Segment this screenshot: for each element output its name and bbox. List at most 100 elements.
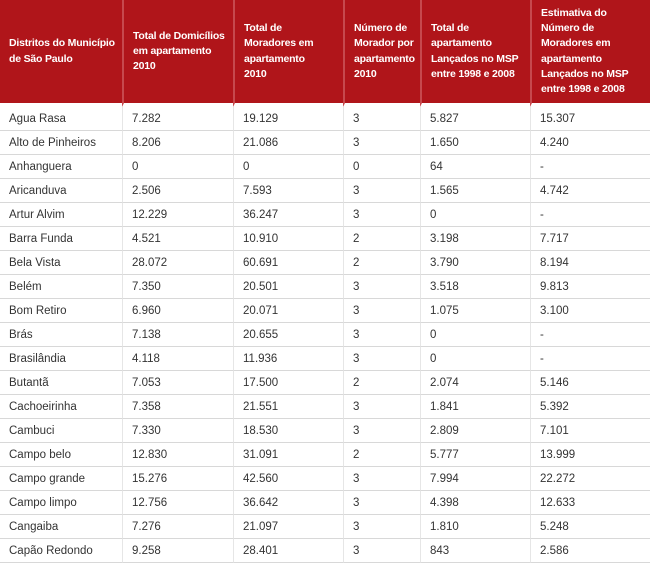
cell-total-moradores: 19.129 — [233, 107, 343, 132]
table-row: Brás 7.138 20.655 3 0- — [0, 323, 650, 348]
cell-apartamentos-lancados: 5.827 — [420, 107, 530, 132]
cell-total-moradores: 20.655 — [233, 323, 343, 348]
cell-total-moradores: 20.071 — [233, 299, 343, 324]
cell-total-moradores: 42.560 — [233, 467, 343, 492]
cell-morador-por-apartamento: 3 — [343, 491, 420, 516]
cell-estimativa-moradores: 4.240 — [530, 131, 650, 156]
table-row: Campo grande 15.276 42.560 3 7.994 22.272 — [0, 467, 650, 492]
table-row: Bela Vista 28.072 60.691 2 3.790 8.194 — [0, 251, 650, 276]
cell-total-domicilios: 0 — [122, 155, 233, 180]
cell-total-moradores: 7.593 — [233, 179, 343, 204]
cell-morador-por-apartamento: 2 — [343, 443, 420, 468]
cell-total-domicilios: 2.506 — [122, 179, 233, 204]
cell-morador-por-apartamento: 3 — [343, 323, 420, 348]
cell-district: Artur Alvim — [0, 203, 122, 228]
cell-estimativa-moradores: 4.742 — [530, 179, 650, 204]
cell-total-moradores: 60.691 — [233, 251, 343, 276]
cell-apartamentos-lancados: 7.994 — [420, 467, 530, 492]
table-row: Artur Alvim 12.229 36.247 3 0- — [0, 203, 650, 228]
cell-total-domicilios: 7.138 — [122, 323, 233, 348]
cell-total-domicilios: 15.276 — [122, 467, 233, 492]
cell-morador-por-apartamento: 3 — [343, 299, 420, 324]
cell-estimativa-moradores: 7.717 — [530, 227, 650, 252]
table-header: Distritos do Município de São Paulo Tota… — [0, 0, 650, 108]
cell-estimativa-moradores: - — [530, 203, 650, 228]
table-row: Cangaiba 7.276 21.097 3 1.810 5.248 — [0, 515, 650, 540]
table-row: Brasilândia 4.118 11.936 3 0- — [0, 347, 650, 372]
cell-estimativa-moradores: - — [530, 155, 650, 180]
table-row: Cambuci 7.330 18.530 3 2.809 7.101 — [0, 419, 650, 444]
cell-morador-por-apartamento: 3 — [343, 419, 420, 444]
column-header-morador-por-apartamento: Número de Morador por apartamento 2010 — [343, 0, 420, 108]
cell-district: Bom Retiro — [0, 299, 122, 324]
cell-total-moradores: 36.642 — [233, 491, 343, 516]
cell-estimativa-moradores: 13.999 — [530, 443, 650, 468]
table-row: Cachoeirinha 7.358 21.551 3 1.841 5.392 — [0, 395, 650, 420]
cell-apartamentos-lancados: 1.810 — [420, 515, 530, 540]
cell-estimativa-moradores: 22.272 — [530, 467, 650, 492]
cell-apartamentos-lancados: 1.565 — [420, 179, 530, 204]
cell-apartamentos-lancados: 64 — [420, 155, 530, 180]
table-row: Bom Retiro 6.960 20.071 3 1.075 3.100 — [0, 299, 650, 324]
cell-morador-por-apartamento: 3 — [343, 275, 420, 300]
column-header-estimativa-moradores: Estimativa do Número de Moradores em apa… — [530, 0, 650, 108]
cell-apartamentos-lancados: 5.777 — [420, 443, 530, 468]
cell-district: Alto de Pinheiros — [0, 131, 122, 156]
cell-morador-por-apartamento: 2 — [343, 227, 420, 252]
cell-estimativa-moradores: - — [530, 347, 650, 372]
cell-total-domicilios: 7.330 — [122, 419, 233, 444]
cell-district: Agua Rasa — [0, 107, 122, 132]
cell-total-moradores: 28.401 — [233, 539, 343, 564]
cell-district: Anhanguera — [0, 155, 122, 180]
cell-district: Cangaiba — [0, 515, 122, 540]
cell-total-domicilios: 7.276 — [122, 515, 233, 540]
cell-total-moradores: 11.936 — [233, 347, 343, 372]
table-row: Aricanduva 2.506 7.593 3 1.565 4.742 — [0, 179, 650, 204]
column-header-total-domicilios: Total de Domicílios em apartamento 2010 — [122, 0, 233, 108]
table-row: Anhanguera 0 0 0 64- — [0, 155, 650, 180]
cell-apartamentos-lancados: 843 — [420, 539, 530, 564]
cell-total-domicilios: 6.960 — [122, 299, 233, 324]
cell-estimativa-moradores: 3.100 — [530, 299, 650, 324]
cell-district: Campo grande — [0, 467, 122, 492]
cell-total-moradores: 0 — [233, 155, 343, 180]
cell-apartamentos-lancados: 3.198 — [420, 227, 530, 252]
table-row: Alto de Pinheiros 8.206 21.086 3 1.650 4.240 — [0, 131, 650, 156]
cell-estimativa-moradores: 5.392 — [530, 395, 650, 420]
cell-morador-por-apartamento: 2 — [343, 251, 420, 276]
cell-morador-por-apartamento: 3 — [343, 467, 420, 492]
cell-morador-por-apartamento: 0 — [343, 155, 420, 180]
cell-morador-por-apartamento: 3 — [343, 179, 420, 204]
cell-apartamentos-lancados: 1.650 — [420, 131, 530, 156]
cell-morador-por-apartamento: 3 — [343, 131, 420, 156]
column-header-distritos: Distritos do Município de São Paulo — [0, 0, 122, 108]
cell-district: Campo limpo — [0, 491, 122, 516]
cell-district: Aricanduva — [0, 179, 122, 204]
cell-total-domicilios: 12.756 — [122, 491, 233, 516]
cell-morador-por-apartamento: 3 — [343, 395, 420, 420]
cell-apartamentos-lancados: 3.790 — [420, 251, 530, 276]
cell-estimativa-moradores: 7.101 — [530, 419, 650, 444]
cell-district: Belém — [0, 275, 122, 300]
cell-morador-por-apartamento: 3 — [343, 347, 420, 372]
cell-estimativa-moradores: 2.586 — [530, 539, 650, 564]
cell-morador-por-apartamento: 2 — [343, 371, 420, 396]
table-row: Capão Redondo 9.258 28.401 3 843 2.586 — [0, 539, 650, 564]
cell-apartamentos-lancados: 3.518 — [420, 275, 530, 300]
cell-total-domicilios: 7.350 — [122, 275, 233, 300]
cell-estimativa-moradores: 9.813 — [530, 275, 650, 300]
cell-estimativa-moradores: - — [530, 323, 650, 348]
cell-total-domicilios: 9.258 — [122, 539, 233, 564]
cell-estimativa-moradores: 12.633 — [530, 491, 650, 516]
table-row: Campo limpo 12.756 36.642 3 4.398 12.633 — [0, 491, 650, 516]
cell-district: Butantã — [0, 371, 122, 396]
table-header-row: Distritos do Município de São Paulo Tota… — [0, 0, 650, 108]
cell-total-moradores: 17.500 — [233, 371, 343, 396]
cell-district: Capão Redondo — [0, 539, 122, 564]
table-row: Barra Funda 4.521 10.910 2 3.198 7.717 — [0, 227, 650, 252]
cell-total-moradores: 10.910 — [233, 227, 343, 252]
cell-morador-por-apartamento: 3 — [343, 539, 420, 564]
column-header-apartamentos-lancados: Total de apartamento Lançados no MSP ent… — [420, 0, 530, 108]
cell-estimativa-moradores: 5.248 — [530, 515, 650, 540]
